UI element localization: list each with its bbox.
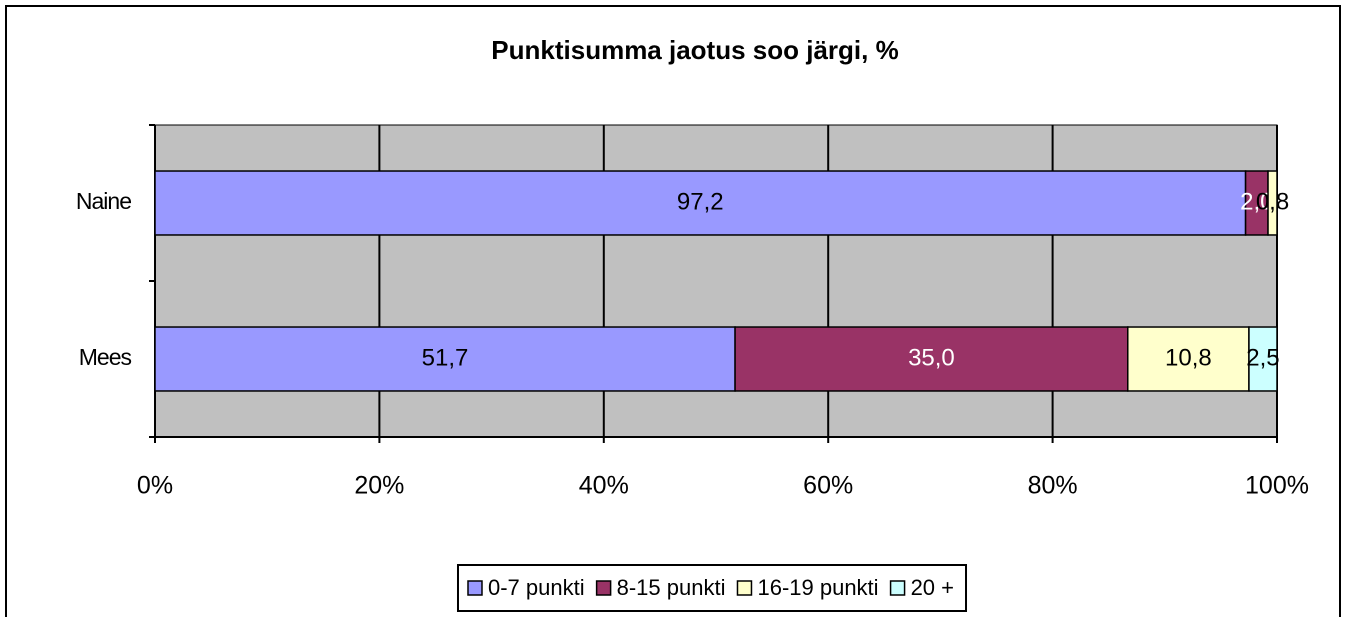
bar-segment: [1248, 326, 1278, 392]
legend-label: 0-7 punkti: [488, 575, 585, 600]
legend: 0-7 punkti 8-15 punkti 16-19 punkti 20 +: [456, 564, 968, 612]
data-label: 0,8: [1256, 188, 1289, 215]
legend-marker: [467, 580, 483, 596]
legend-marker: [595, 580, 612, 596]
x-tick-label: 0%: [137, 472, 173, 500]
legend-box: [456, 564, 968, 612]
legend-label: 8-15 punkti: [617, 575, 726, 600]
legend-marker: [889, 580, 906, 596]
legend-marker: [736, 580, 753, 596]
data-label: 51,7: [422, 344, 469, 371]
bar-segment: [734, 326, 1129, 392]
data-label: 35,0: [908, 344, 955, 371]
x-tick-label: 40%: [579, 472, 629, 500]
chart-title: Punktisumma jaotus soo järgi, %: [491, 35, 898, 65]
data-label: 97,2: [677, 188, 724, 215]
data-label: 10,8: [1165, 344, 1212, 371]
x-tick-label: 100%: [1245, 472, 1309, 500]
x-tick-label: 80%: [1028, 472, 1078, 500]
x-tick-label: 20%: [354, 472, 404, 500]
data-label: 2,5: [1246, 344, 1279, 371]
legend-label: 16-19 punkti: [757, 575, 878, 600]
legend-label: 20 +: [911, 575, 954, 600]
x-tick-label: 60%: [803, 472, 853, 500]
bar-segment: [1267, 170, 1278, 236]
y-tick-label: Mees: [79, 344, 132, 370]
y-tick-label: Naine: [76, 188, 131, 214]
